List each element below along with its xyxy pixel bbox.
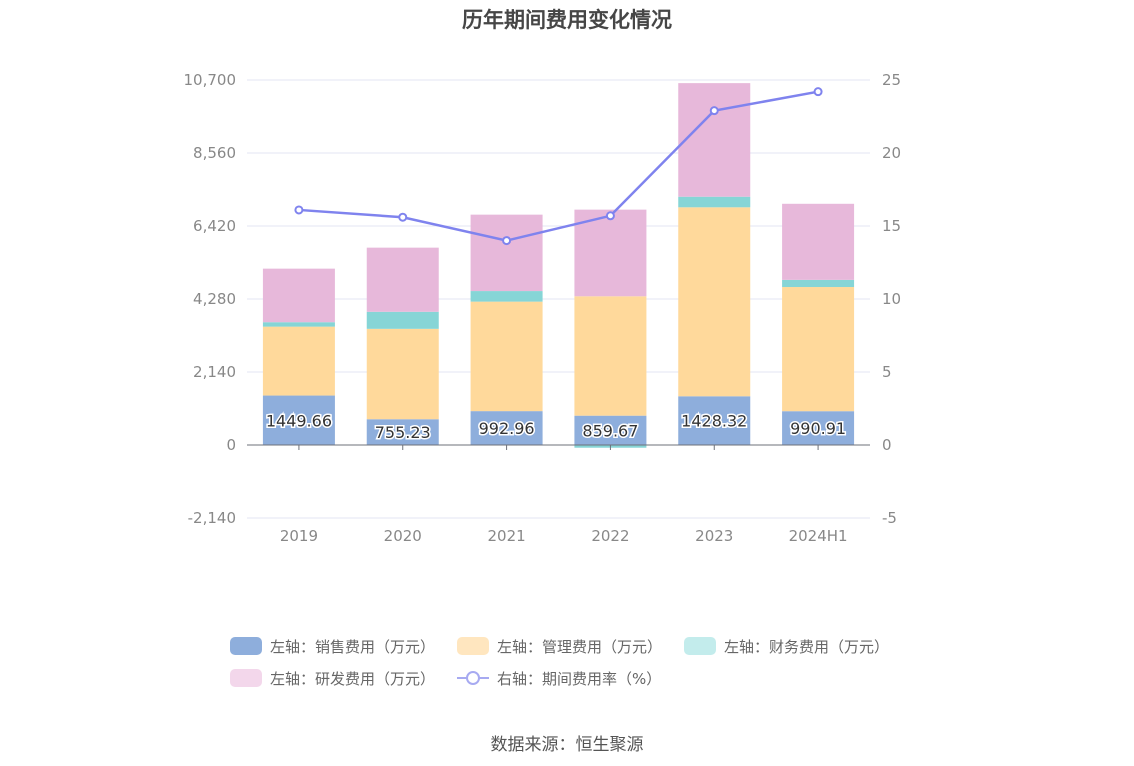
bar-segment: [470, 301, 543, 412]
right-axis-tick-label: 15: [882, 217, 901, 235]
legend-swatch-rd: [230, 669, 262, 687]
right-axis-tick-label: -5: [882, 509, 897, 527]
right-axis-tick-label: 10: [882, 290, 901, 308]
left-axis-tick-label: 4,280: [193, 290, 236, 308]
right-axis-tick-label: 25: [882, 71, 901, 89]
rate-point: [605, 211, 615, 221]
data-source: 数据来源：恒生聚源: [490, 735, 644, 755]
bar-data-label: 1428.32: [681, 412, 747, 431]
bar-segment: [470, 291, 543, 302]
rate-point: [709, 106, 719, 116]
right-axis-tick-label: 0: [882, 436, 892, 454]
rate-line: [298, 90, 819, 242]
bar-segment: [782, 287, 855, 412]
bar-segment: [678, 207, 751, 397]
left-axis-tick-label: 10,700: [184, 71, 237, 89]
x-axis-tick-label: 2024H1: [789, 527, 848, 545]
x-axis-tick-label: 2021: [487, 527, 525, 545]
legend-swatch-admin: [457, 637, 490, 655]
left-axis-tick-label: 2,140: [193, 363, 236, 381]
bar-data-label: 1449.66: [266, 411, 332, 430]
bar-segment: [782, 279, 855, 288]
legend-item-admin[interactable]: 左轴：管理费用（万元）: [457, 636, 662, 657]
legend-swatch-sales: [230, 637, 262, 655]
bar-segment: [574, 209, 647, 297]
legend-item-rd[interactable]: 左轴：研发费用（万元）: [230, 668, 435, 689]
legend-item-finance[interactable]: 左轴：财务费用（万元）: [684, 636, 889, 657]
rate-point: [294, 205, 304, 215]
bar-segment: [366, 328, 439, 420]
legend-label-rate: 右轴：期间费用率（%）: [497, 669, 662, 688]
rate-point: [502, 236, 512, 246]
bar-segment: [678, 396, 751, 445]
legend-label-sales: 左轴：销售费用（万元）: [270, 637, 436, 656]
bar-segment: [678, 196, 751, 208]
left-axis-tick-label: 8,560: [193, 144, 236, 162]
bar-segment: [262, 322, 335, 327]
bar-data-label: 859.67: [582, 421, 638, 440]
rate-point: [813, 87, 823, 97]
bar-segment: [470, 411, 543, 445]
bar-data-label: 755.23: [375, 423, 431, 442]
left-axis-tick-label: -2,140: [188, 509, 236, 527]
bar-data-label: 992.96: [479, 419, 535, 438]
left-axis-tick-label: 0: [226, 436, 236, 454]
bar-segment: [470, 214, 543, 292]
rate-point: [398, 212, 408, 222]
legend-label-admin: 左轴：管理费用（万元）: [497, 637, 663, 656]
bar-segment: [262, 268, 335, 323]
legend-label-finance: 左轴：财务费用（万元）: [724, 637, 890, 656]
bar-data-label: 990.91: [790, 419, 846, 438]
bar-segment: [574, 296, 647, 416]
bar-segment: [782, 411, 855, 445]
chart-title: 历年期间费用变化情况: [462, 8, 672, 32]
right-axis-tick-label: 5: [882, 363, 892, 381]
bar-segment: [366, 311, 439, 329]
bar-segment: [574, 415, 647, 445]
bar-segment: [366, 247, 439, 312]
legend-item-rate[interactable]: 右轴：期间费用率（%）: [457, 668, 661, 689]
legend: 左轴：销售费用（万元） 左轴：管理费用（万元） 左轴：财务费用（万元） 左轴：研…: [230, 630, 950, 694]
bar-segment: [678, 83, 751, 197]
bar-segment: [366, 419, 439, 445]
legend-swatch-rate: [457, 669, 490, 687]
x-axis-tick-label: 2022: [591, 527, 629, 545]
legend-item-sales[interactable]: 左轴：销售费用（万元）: [230, 636, 435, 657]
x-axis-tick-label: 2019: [280, 527, 318, 545]
x-axis-tick-label: 2020: [384, 527, 422, 545]
left-axis-tick-label: 6,420: [193, 217, 236, 235]
bar-segment: [262, 395, 335, 445]
bar-segment: [262, 326, 335, 396]
right-axis-tick-label: 20: [882, 144, 901, 162]
bar-segment: [782, 203, 855, 280]
legend-swatch-finance: [684, 637, 717, 655]
legend-label-rd: 左轴：研发费用（万元）: [270, 669, 436, 688]
x-axis-tick-label: 2023: [695, 527, 733, 545]
